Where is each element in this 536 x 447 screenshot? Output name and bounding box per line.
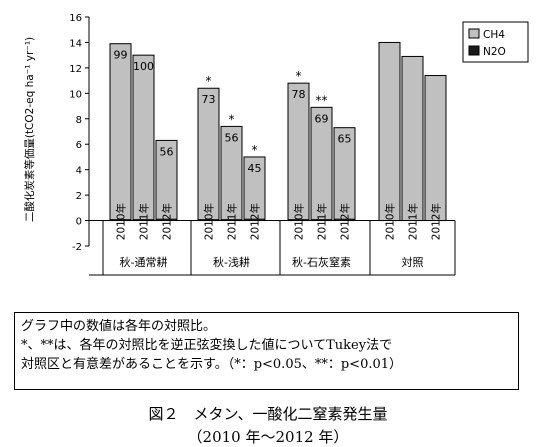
figure-caption-title: 図２ メタン、一酸化二窒素発生量	[148, 405, 388, 423]
ch4-bar	[401, 55, 424, 222]
y-axis-label: 二酸化炭素等価量(tCO2-eq ha⁻¹ yr⁻¹)	[23, 37, 36, 222]
significance-mark: *	[206, 74, 212, 88]
group-label: 対照	[402, 255, 424, 269]
n2o-bar	[244, 218, 265, 221]
n2o-bar	[288, 219, 309, 221]
x-tick-label: 2011年	[226, 203, 239, 240]
n2o-bar	[334, 218, 355, 221]
y-tick-label: 4	[76, 166, 82, 177]
significance-mark: *	[252, 143, 258, 157]
ratio-label: 99	[114, 49, 128, 62]
legend-swatch	[468, 45, 480, 56]
ch4-bar	[287, 82, 310, 222]
group-label: 秋-石灰窒素	[292, 255, 351, 269]
x-tick-label: 2011年	[138, 203, 151, 240]
x-tick-label: 2012年	[249, 203, 262, 240]
significance-mark: **	[316, 93, 328, 107]
ch4-bar	[109, 43, 132, 222]
ratio-label: 56	[160, 145, 174, 158]
n2o-bar	[133, 219, 154, 221]
y-tick-label: -2	[72, 242, 82, 253]
note-line-1: グラフ中の数値は各年の対照比。	[21, 319, 217, 334]
x-tick-label: 2011年	[316, 203, 329, 240]
ratio-label: 73	[202, 93, 216, 106]
note-line-3: 対照区と有意差があることを示す。（*：p<0.05、**：p<0.01）	[21, 357, 403, 372]
ch4-bar	[424, 75, 447, 222]
x-tick-label: 2012年	[339, 203, 352, 240]
n2o-bar	[198, 219, 219, 221]
legend-swatch	[468, 28, 480, 39]
x-tick-label: 2010年	[203, 203, 216, 240]
y-tick-label: 6	[76, 140, 82, 151]
ratio-label: 78	[292, 88, 306, 101]
y-tick-label: 16	[69, 13, 82, 24]
n2o-bar	[311, 219, 332, 221]
x-tick-label: 2012年	[161, 203, 174, 240]
x-tick-label: 2010年	[115, 203, 128, 240]
ch4-bar	[197, 87, 220, 222]
ratio-label: 100	[133, 60, 154, 73]
x-tick-label: 2010年	[293, 203, 306, 240]
chart-note-box: グラフ中の数値は各年の対照比。 *、**は、各年の対照比を逆正弦変換した値につい…	[14, 312, 519, 390]
y-axis-title: 二酸化炭素等価量(tCO2-eq ha⁻¹ yr⁻¹)	[23, 37, 36, 222]
n2o-bar	[221, 219, 242, 221]
group-label: 秋-通常耕	[120, 255, 168, 269]
ch4-bar	[378, 41, 401, 222]
ratio-label: 45	[248, 162, 262, 175]
y-tick-label: 14	[69, 38, 82, 49]
n2o-bar	[110, 219, 131, 221]
ratio-label: 65	[338, 133, 352, 146]
legend-label: N2O	[483, 46, 506, 58]
note-line-2: *、**は、各年の対照比を逆正弦変換した値についてTukey法で	[21, 338, 393, 353]
y-tick-label: 10	[69, 89, 82, 100]
y-tick-label: 0	[76, 217, 82, 228]
significance-mark: *	[229, 112, 235, 126]
ratio-label: 56	[225, 131, 239, 144]
figure-caption-subtitle: （2010 年～2012 年）	[187, 428, 349, 446]
legend-label: CH4	[483, 29, 505, 41]
x-tick-label: 2011年	[407, 203, 420, 240]
y-tick-label: 8	[76, 115, 82, 126]
y-axis-ticks: -2 0 2 4 6 8 10 12 14 16	[69, 13, 89, 253]
axes	[88, 17, 456, 276]
x-tick-label: 2012年	[430, 203, 443, 240]
ch4-bar	[132, 54, 155, 222]
n2o-bar	[156, 218, 177, 221]
y-tick-label: 12	[69, 64, 82, 75]
x-tick-label: 2010年	[384, 203, 397, 240]
significance-mark: *	[296, 69, 302, 83]
ratio-label: 69	[315, 112, 329, 125]
group-label: 秋-浅耕	[213, 255, 250, 269]
bars	[109, 41, 447, 222]
y-tick-label: 2	[76, 191, 82, 202]
